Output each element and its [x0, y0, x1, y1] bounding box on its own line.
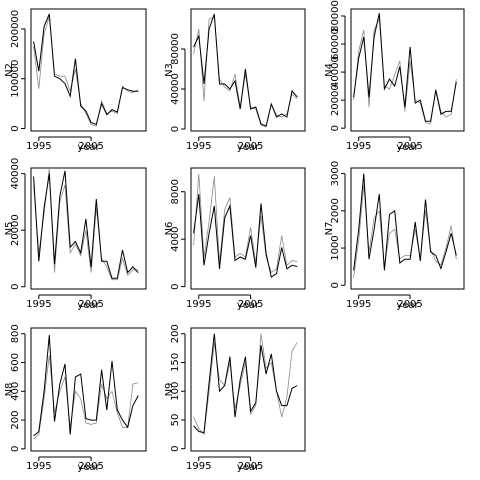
x-tick-label: 1995 [26, 461, 51, 472]
series-line-fitted [33, 167, 139, 281]
y-axis-label: N4 [324, 63, 335, 77]
y-tick-label: 60000 [330, 28, 341, 60]
y-tick-label: 1000 [330, 235, 341, 260]
y-tick-label: 40000 [170, 73, 181, 105]
x-axis-label: year [396, 300, 419, 311]
y-tick-label: 40000 [10, 158, 21, 190]
series-line-observed [193, 194, 298, 278]
y-tick-label: 100000 [10, 60, 21, 98]
x-tick-label: 1995 [26, 299, 51, 310]
plot-frame [350, 167, 465, 290]
y-tick-label: 800 [10, 324, 21, 343]
x-axis-label: year [396, 142, 419, 153]
plot-frame [190, 327, 306, 452]
y-tick-label: 50 [170, 414, 181, 427]
y-axis-label: N6 [164, 222, 175, 236]
y-tick-label: 2000 [330, 198, 341, 223]
y-tick-label: 200 [170, 324, 181, 343]
series-line-fitted [193, 16, 298, 128]
x-axis-label: year [237, 142, 260, 153]
y-tick-label: 0 [170, 283, 181, 289]
y-axis-label: N8 [4, 383, 15, 397]
y-tick-label: 0 [170, 126, 181, 132]
y-tick-label: 40000 [330, 56, 341, 88]
series-line-observed [353, 13, 457, 122]
y-tick-label: 0 [330, 282, 341, 288]
x-tick-label: 2005 [78, 461, 103, 472]
plot-frame [30, 8, 147, 132]
x-tick-label: 1995 [186, 461, 211, 472]
plot-frame [30, 167, 147, 290]
y-tick-label: 0 [10, 446, 21, 452]
x-axis-label: year [237, 300, 260, 311]
y-tick-label: 150 [170, 353, 181, 372]
y-tick-label: 0 [10, 284, 21, 290]
y-tick-label: 200000 [10, 10, 21, 48]
y-tick-label: 80000 [330, 0, 341, 32]
y-tick-label: 8000 [170, 179, 181, 204]
x-tick-label: 1995 [26, 141, 51, 152]
series-line-fitted [193, 333, 298, 436]
y-axis-label: N3 [164, 63, 175, 77]
plot-frame [190, 167, 306, 290]
y-tick-label: 400 [10, 382, 21, 401]
series-line-fitted [353, 184, 457, 278]
x-tick-label: 2005 [238, 141, 263, 152]
y-tick-label: 80000 [170, 33, 181, 65]
series-line-fitted [33, 16, 139, 127]
series-line-fitted [33, 355, 139, 440]
x-tick-label: 1995 [186, 299, 211, 310]
series-line-observed [33, 170, 139, 279]
plot-frame [30, 327, 147, 452]
x-axis-label: year [77, 142, 100, 153]
series-line-fitted [353, 17, 457, 125]
x-tick-label: 1995 [346, 299, 371, 310]
series-line-observed [33, 335, 139, 437]
x-tick-label: 1995 [186, 141, 211, 152]
y-tick-label: 0 [170, 446, 181, 452]
y-tick-label: 3000 [330, 161, 341, 186]
series-line-observed [193, 333, 298, 434]
series-line-observed [33, 13, 139, 126]
y-axis-label: N5 [4, 222, 15, 236]
x-tick-label: 2005 [397, 299, 422, 310]
series-line-observed [193, 13, 298, 127]
x-tick-label: 1995 [346, 141, 371, 152]
x-axis-label: year [77, 462, 100, 473]
x-tick-label: 2005 [78, 299, 103, 310]
plot-frame [350, 8, 465, 132]
y-axis-label: N9 [164, 383, 175, 397]
y-tick-label: 4000 [170, 226, 181, 251]
plot-frame [190, 8, 306, 132]
y-tick-label: 200 [10, 411, 21, 430]
y-tick-label: 0 [10, 125, 21, 131]
x-tick-label: 2005 [78, 141, 103, 152]
x-axis-label: year [237, 462, 260, 473]
y-tick-label: 20000 [330, 84, 341, 116]
x-tick-label: 2005 [238, 461, 263, 472]
series-line-observed [353, 173, 457, 271]
y-axis-label: N2 [4, 63, 15, 77]
y-tick-label: 20000 [10, 214, 21, 246]
y-axis-label: N7 [324, 222, 335, 236]
x-tick-label: 2005 [238, 299, 263, 310]
y-tick-label: 600 [10, 353, 21, 372]
x-axis-label: year [77, 300, 100, 311]
x-tick-label: 2005 [397, 141, 422, 152]
y-tick-label: 0 [330, 125, 341, 131]
y-tick-label: 100 [170, 382, 181, 401]
